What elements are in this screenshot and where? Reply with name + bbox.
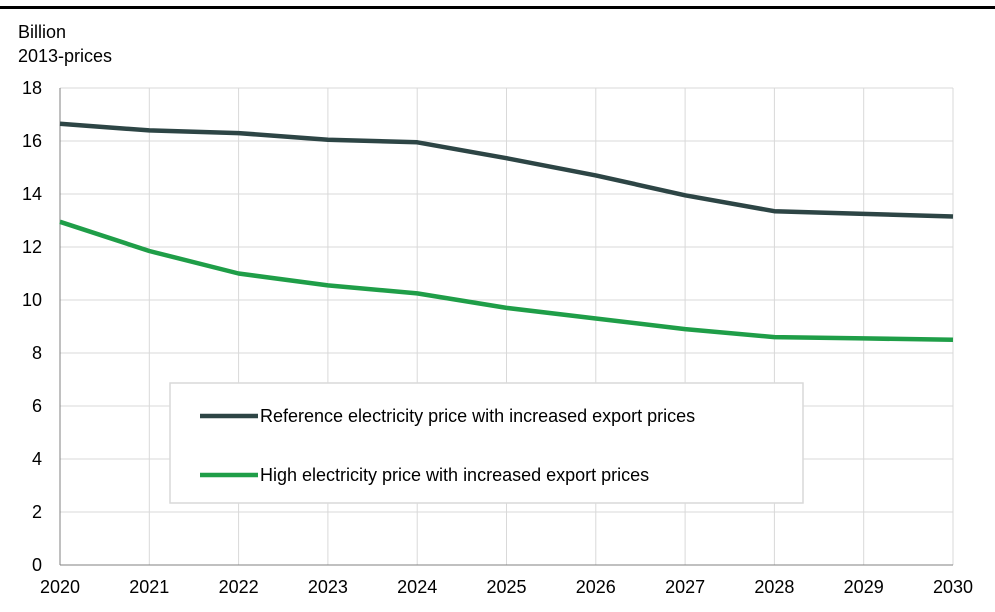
y-tick-labels: 0 2 4 6 8 10 12 14 16 18 [22, 78, 42, 575]
x-tick-2025: 2025 [486, 577, 526, 597]
series-lines [59, 121, 954, 343]
y-tick-8: 8 [32, 343, 42, 363]
series-line-1 [59, 121, 954, 219]
y-tick-6: 6 [32, 396, 42, 416]
y-tick-14: 14 [22, 184, 42, 204]
axes [59, 88, 953, 566]
y-tick-12: 12 [22, 237, 42, 257]
y-axis-price-basis-label: 2013-prices [18, 46, 113, 66]
y-tick-18: 18 [22, 78, 42, 98]
legend: Reference electricity price with increas… [169, 382, 804, 504]
y-tick-16: 16 [22, 131, 42, 151]
x-tick-2023: 2023 [308, 577, 348, 597]
legend-label-1: Reference electricity price with increas… [260, 406, 695, 426]
x-tick-2026: 2026 [576, 577, 616, 597]
y-axis-unit-label: Billion [18, 22, 67, 42]
legend-box [169, 382, 804, 504]
y-tick-10: 10 [22, 290, 42, 310]
x-tick-2029: 2029 [844, 577, 884, 597]
y-tick-4: 4 [32, 449, 42, 469]
x-tick-2020: 2020 [40, 577, 80, 597]
x-tick-2021: 2021 [129, 577, 169, 597]
y-tick-2: 2 [32, 502, 42, 522]
x-tick-2027: 2027 [665, 577, 705, 597]
y-tick-0: 0 [32, 555, 42, 575]
series-line-2 [59, 219, 954, 343]
x-tick-2022: 2022 [219, 577, 259, 597]
x-tick-2030: 2030 [933, 577, 973, 597]
x-tick-2028: 2028 [754, 577, 794, 597]
x-tick-2024: 2024 [397, 577, 437, 597]
x-tick-labels: 2020 2021 2022 2023 2024 2025 2026 2027 2028 2029… [40, 577, 973, 597]
top-rule [0, 6, 995, 9]
legend-label-2: High electricity price with increased ex… [260, 465, 649, 485]
